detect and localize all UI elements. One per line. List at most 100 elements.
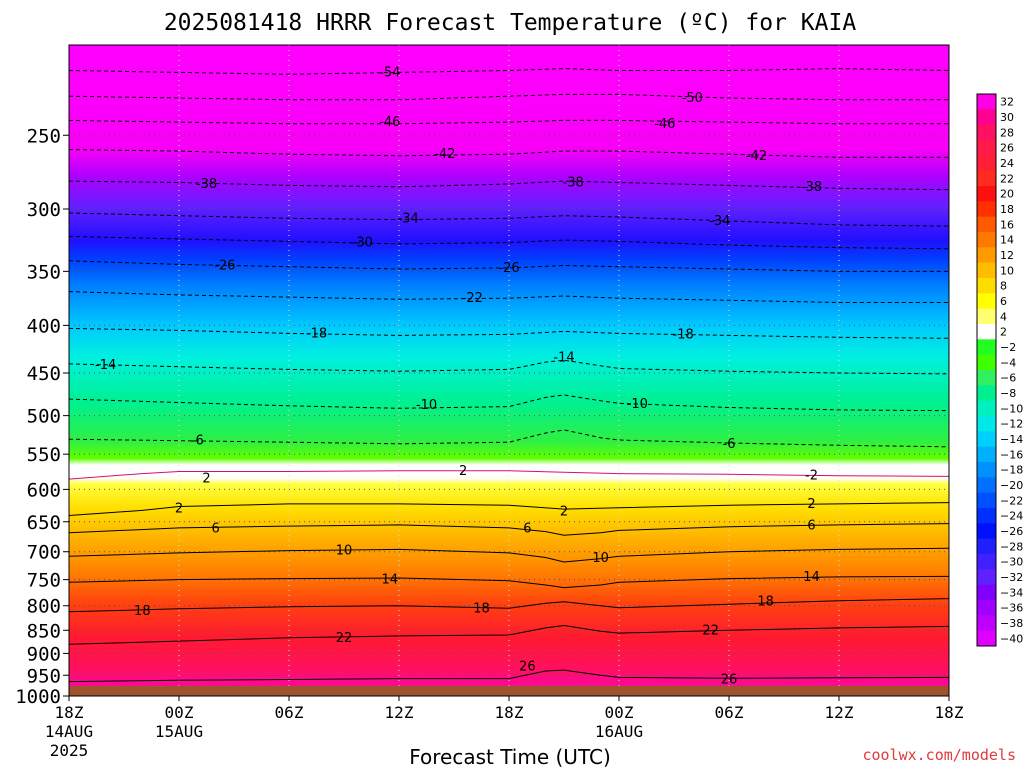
contour-label: -6: [723, 437, 736, 452]
chart-title: 2025081418 HRRR Forecast Temperature (ºC…: [164, 10, 857, 36]
y-tick-label: 800: [27, 596, 61, 618]
contour-label: -26: [498, 261, 519, 276]
contour-label: 6: [212, 522, 220, 537]
colorbar-label: −4: [1000, 356, 1016, 369]
contour-label: -38: [196, 177, 217, 192]
isotherm-line: [68, 119, 949, 125]
contour-label: -18: [673, 327, 694, 342]
colorbar-label: −16: [1000, 448, 1023, 461]
colorbar-swatch: [977, 508, 996, 524]
colorbar-label: −10: [1000, 402, 1023, 415]
x-tick-label: 14AUG: [45, 722, 93, 741]
y-tick-label: 250: [27, 125, 61, 147]
colorbar-label: −2: [1000, 341, 1016, 354]
contour-label: -26: [214, 259, 235, 274]
y-tick-label: 450: [27, 363, 61, 385]
colorbar-label: 22: [1000, 172, 1014, 185]
colorbar-swatch: [977, 462, 996, 478]
colorbar-legend: 32 30 28 26 24 22 20 18 16 14 12 10 8 6 4 2 −2 −4 −6 −8 −10 −…: [976, 93, 1023, 647]
isotherm-line: [68, 149, 949, 158]
contour-label: -6: [191, 434, 204, 449]
contour-label: 10: [336, 544, 353, 559]
colorbar-label: −32: [1000, 571, 1023, 584]
contour-label: 26: [721, 672, 738, 687]
y-tick-label: 400: [27, 315, 61, 337]
contour-label: -38: [801, 180, 822, 195]
isotherm-line: [68, 68, 950, 75]
x-tick-label: 00Z: [605, 703, 634, 722]
contour-label: 6: [523, 522, 531, 537]
colorbar-swatch: [977, 554, 996, 570]
contour-label: -10: [627, 397, 648, 412]
colorbar-swatch: [977, 109, 996, 126]
ground: [69, 685, 949, 696]
colorbar-label: 10: [1000, 264, 1014, 277]
colorbar-swatch: [977, 354, 996, 371]
colorbar-swatch: [977, 339, 996, 356]
contour-label: -34: [398, 211, 419, 226]
y-tick-label: 700: [27, 542, 61, 564]
contour-label: -34: [709, 214, 730, 229]
colorbar-swatch: [977, 140, 996, 156]
colorbar-swatch: [977, 94, 996, 110]
isotherm-line: [68, 93, 949, 101]
colorbar-label: 6: [1000, 295, 1007, 308]
colorbar-label: 32: [1000, 96, 1014, 109]
contour-label: 2: [175, 501, 183, 516]
colorbar-swatch: [977, 232, 996, 248]
contour-label: 18: [473, 601, 490, 616]
colorbar-swatch: [977, 615, 996, 632]
colorbar-label: −14: [1000, 433, 1023, 446]
colorbar-swatch: [977, 400, 996, 417]
colorbar-swatch: [977, 186, 996, 202]
contour-label: -42: [434, 147, 455, 162]
colorbar-swatch: [977, 324, 996, 340]
x-tick-label: 06Z: [275, 703, 304, 722]
colorbar-swatch: [977, 308, 996, 325]
isotherm-line: [68, 359, 950, 375]
isotherm-line: [68, 235, 950, 250]
x-tick-label: 12Z: [825, 703, 854, 722]
contour-label: 18: [757, 595, 774, 610]
colorbar-swatch: [977, 201, 996, 218]
colorbar-swatch: [977, 523, 996, 540]
contour-label: -10: [416, 398, 437, 413]
y-tick-label: 350: [27, 261, 61, 283]
colorbar-label: −36: [1000, 602, 1023, 615]
colorbar-swatch: [977, 431, 996, 448]
colorbar-swatch: [977, 293, 996, 310]
colorbar-swatch: [977, 630, 996, 647]
isotherm-line: [68, 394, 950, 412]
colorbar-label: −38: [1000, 617, 1023, 630]
colorbar-label: 24: [1000, 157, 1014, 170]
credit-link[interactable]: coolwx.com/models: [862, 746, 1016, 764]
y-tick-label: 1000: [15, 686, 61, 708]
colorbar-label: 2: [1000, 326, 1007, 339]
isotherm-line: [68, 502, 950, 516]
x-tick-label: 12Z: [385, 703, 414, 722]
colorbar-label: −22: [1000, 494, 1023, 507]
colorbar-label: 14: [1000, 234, 1014, 247]
isotherm-line: [68, 291, 949, 303]
colorbar-label: 16: [1000, 218, 1014, 231]
contour-labels: -54-50-46 -46-42 -42-38 -38 -38-34 -34-30-26-…: [95, 65, 822, 687]
contour-label: -2: [805, 469, 818, 484]
isotherm-line: [68, 180, 950, 191]
x-tick-label: 00Z: [165, 703, 194, 722]
x-axis-label: Forecast Time (UTC): [409, 745, 611, 768]
isotherm-line: [68, 598, 950, 613]
colorbar-label: −8: [1000, 387, 1016, 400]
isotherm-line: [68, 547, 950, 563]
contour-label: -46: [654, 117, 675, 132]
colorbar-swatch: [977, 569, 996, 586]
colorbar-swatch: [977, 278, 996, 294]
x-tick-label: 06Z: [715, 703, 744, 722]
y-tick-label: 950: [27, 665, 61, 687]
colorbar-swatch: [977, 416, 996, 432]
y-tick-label: 550: [27, 444, 61, 466]
contour-label: 6: [807, 518, 815, 533]
contour-label: -46: [379, 115, 400, 130]
colorbar-swatch: [977, 247, 996, 264]
isotherm-line: [68, 523, 950, 536]
colorbar-label: −30: [1000, 556, 1023, 569]
